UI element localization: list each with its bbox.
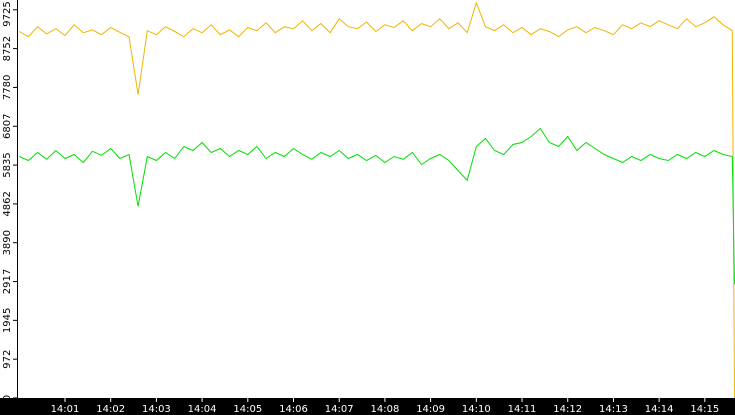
y-tick-label: 7780 (2, 75, 13, 100)
x-tick-label: 14:11 (508, 404, 537, 415)
y-tick-label: 2917 (2, 269, 13, 294)
x-tick-label: 14:09 (416, 404, 445, 415)
x-tick-label: 14:07 (325, 404, 354, 415)
x-tick-label: 14:08 (370, 404, 399, 415)
x-tick-label: 14:10 (462, 404, 491, 415)
x-tick-label: 14:01 (51, 404, 80, 415)
y-tick-label: 972 (2, 350, 13, 369)
x-tick-label: 14:05 (233, 404, 262, 415)
x-tick-label: 14:02 (96, 404, 125, 415)
x-tick-label: 14:03 (142, 404, 171, 415)
x-tick-label: 14:14 (645, 404, 674, 415)
x-tick-label: 14:15 (690, 404, 719, 415)
x-tick-label: 14:06 (279, 404, 308, 415)
y-tick-label: 4862 (2, 191, 13, 216)
x-tick-label: 14:13 (599, 404, 628, 415)
series-line (19, 1, 735, 399)
x-tick-label: 14:12 (553, 404, 582, 415)
y-tick-label: 5835 (2, 152, 13, 177)
y-tick-label: 1945 (2, 308, 13, 333)
y-tick-label: 6807 (2, 114, 13, 139)
y-tick-label: 9725 (2, 1, 13, 26)
y-tick-label: 3890 (2, 230, 13, 255)
x-tick-label: 14:04 (188, 404, 217, 415)
series-line (19, 127, 735, 285)
x-axis-band (0, 398, 735, 415)
y-tick-label: 0 (2, 395, 13, 401)
y-tick-label: 8752 (2, 36, 13, 61)
